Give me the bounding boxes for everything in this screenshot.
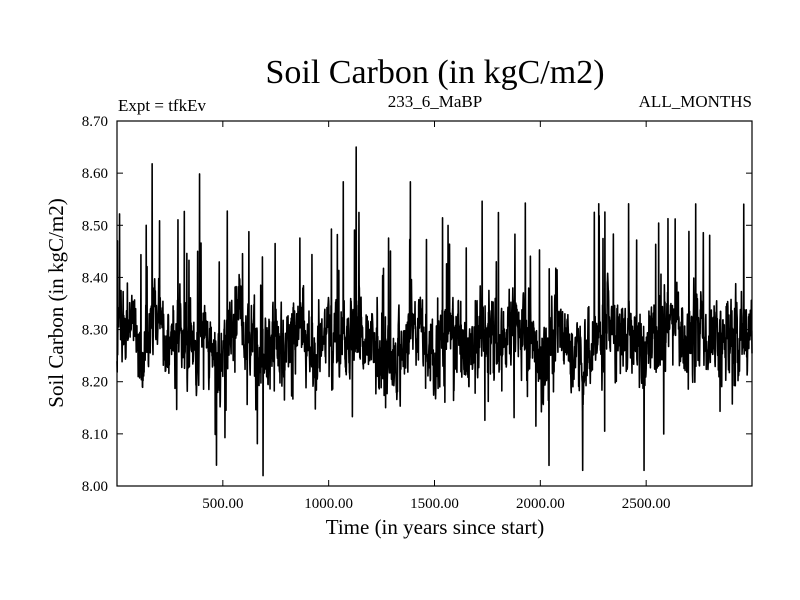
y-tick-label: 8.50 xyxy=(82,218,108,234)
y-tick-label: 8.20 xyxy=(82,375,108,391)
y-tick-label: 8.60 xyxy=(82,166,108,182)
soil-carbon-line xyxy=(116,146,753,477)
y-tick-label: 8.40 xyxy=(82,270,108,286)
x-axis-label: Time (in years since start) xyxy=(326,515,545,539)
expt-label: Expt = tfkEv xyxy=(118,96,206,115)
x-tick-label: 1000.00 xyxy=(304,496,353,512)
y-tick-label: 8.30 xyxy=(82,323,108,339)
x-tick-label: 2500.00 xyxy=(622,496,671,512)
period-label: 233_6_MaBP xyxy=(388,92,482,111)
y-tick-label: 8.00 xyxy=(82,479,108,495)
y-tick-label: 8.70 xyxy=(82,114,108,130)
months-label: ALL_MONTHS xyxy=(639,92,752,111)
x-tick-label: 500.00 xyxy=(202,496,243,512)
x-tick-label: 1500.00 xyxy=(410,496,459,512)
y-axis-label: Soil Carbon (in kgC/m2) xyxy=(44,198,68,407)
x-tick-label: 2000.00 xyxy=(516,496,565,512)
chart-title: Soil Carbon (in kgC/m2) xyxy=(265,54,604,91)
x-axis: 500.00 1000.00 1500.00 2000.00 2500.00 xyxy=(202,121,671,512)
y-tick-label: 8.10 xyxy=(82,427,108,443)
data-series xyxy=(116,146,753,477)
y-axis: 8.00 8.10 8.20 8.30 8.40 8.50 8.60 8.70 xyxy=(82,114,752,495)
plot-frame xyxy=(116,120,753,487)
